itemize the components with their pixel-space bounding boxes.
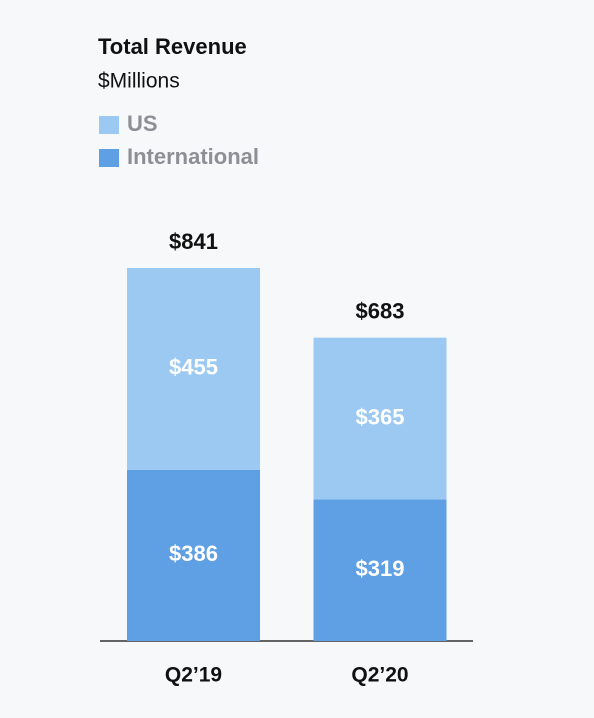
total-label: $841 [169,229,218,254]
bar-segment [127,469,260,641]
bar-segment [313,337,447,500]
legend-swatch [99,116,119,134]
value-label: $386 [169,541,218,566]
legend-label: International [127,144,259,169]
bar-segment [313,499,447,641]
legend-swatch [99,149,119,167]
chart-title: Total Revenue [98,34,247,59]
total-label: $683 [356,298,405,323]
value-label: $365 [356,404,405,429]
x-tick-label: Q2’20 [351,664,408,687]
value-label: $455 [169,355,218,380]
chart-subtitle: $Millions [98,70,180,93]
value-label: $319 [356,556,405,581]
bar-segment [127,268,260,470]
legend-label: US [127,111,158,136]
x-tick-label: Q2’19 [165,664,222,687]
